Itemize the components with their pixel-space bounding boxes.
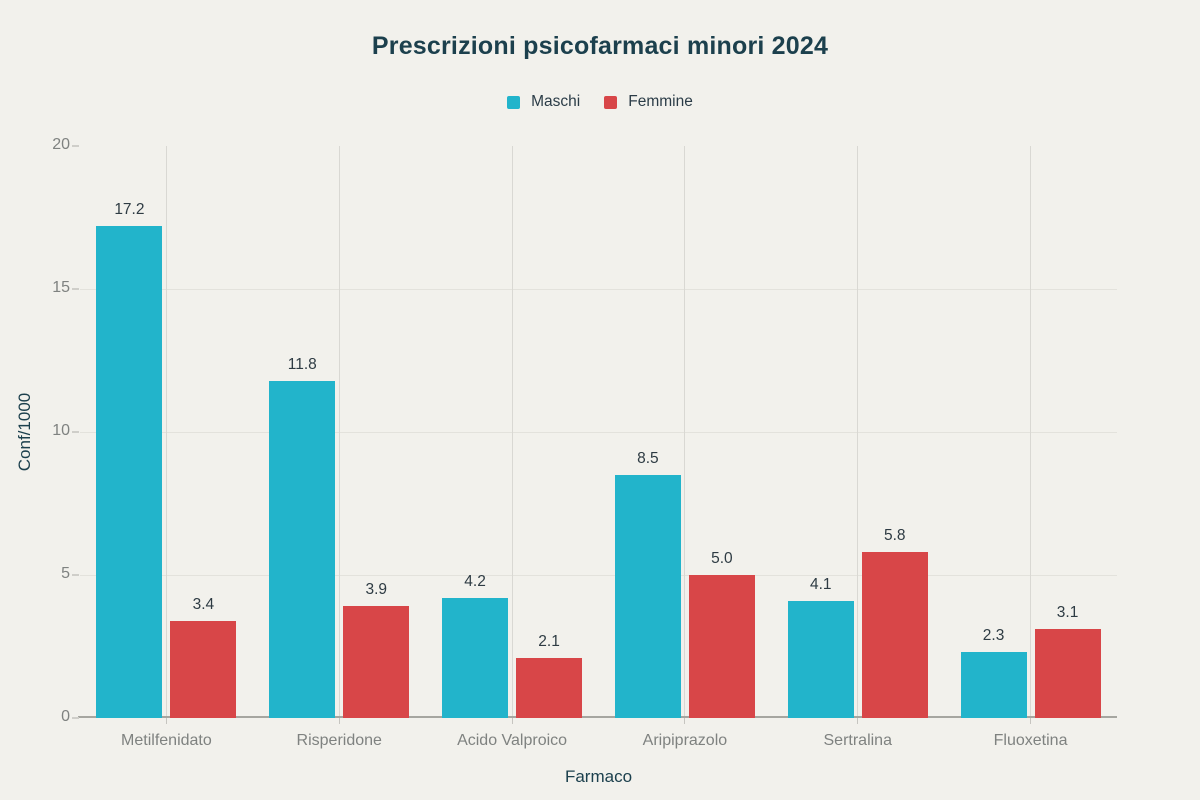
x-tick-label: Fluoxetina xyxy=(993,732,1068,749)
x-tick-0 xyxy=(165,718,167,724)
bar-maschi-5[interactable] xyxy=(960,652,1027,718)
x-gridline-2 xyxy=(511,146,513,718)
x-tick-label: Acido Valproico xyxy=(457,732,568,749)
bar-femmine-1[interactable] xyxy=(343,606,410,718)
legend-swatch-maschi xyxy=(507,95,521,109)
plot-area: Metilfenidato Risperidone Acido Valproico A… xyxy=(78,146,1117,749)
bar-value-label: 4.1 xyxy=(809,575,832,593)
y-tick-label: 15 xyxy=(52,279,70,296)
x-gridline-3 xyxy=(684,146,686,718)
x-tick-label: Risperidone xyxy=(296,732,382,749)
y-gridline-15 xyxy=(80,288,1117,290)
bar-femmine-2[interactable] xyxy=(516,657,583,718)
x-axis-title: Farmaco xyxy=(564,767,633,786)
bar-value-label: 3.1 xyxy=(1056,604,1079,622)
x-gridline-5 xyxy=(1030,146,1032,718)
bar-value-label: 17.2 xyxy=(114,201,145,219)
legend-item-maschi[interactable]: Maschi xyxy=(507,93,580,111)
legend-label-femmine: Femmine xyxy=(628,93,693,110)
bar-value-label: 3.9 xyxy=(365,581,388,599)
x-gridline-1 xyxy=(338,146,340,718)
bar-value-label: 2.1 xyxy=(538,632,560,650)
bar-maschi-0[interactable] xyxy=(96,226,163,718)
bar-value-label: 11.8 xyxy=(287,355,317,373)
y-tick-label: 20 xyxy=(52,136,70,153)
x-tick-label: Aripiprazolo xyxy=(642,732,728,749)
bar-maschi-3[interactable] xyxy=(614,474,681,718)
bar-value-label: 5.8 xyxy=(883,527,906,545)
bar-value-label: 8.5 xyxy=(637,449,659,467)
chart-title: Prescrizioni psicofarmaci minori 2024 xyxy=(371,32,829,60)
bar-femmine-5[interactable] xyxy=(1034,629,1101,718)
x-tick-4 xyxy=(857,718,859,724)
legend-label-maschi: Maschi xyxy=(531,93,581,110)
bar-value-label: 2.3 xyxy=(982,627,1005,645)
legend: Maschi Femmine xyxy=(0,93,1200,111)
y-gridline-10 xyxy=(80,431,1117,433)
x-gridline-4 xyxy=(857,146,859,718)
x-gridline-0 xyxy=(165,146,167,718)
y-tick-15 xyxy=(72,288,79,290)
x-tick-5 xyxy=(1030,718,1032,724)
bar-femmine-3[interactable] xyxy=(688,575,755,718)
y-gridline-5 xyxy=(80,574,1117,576)
legend-swatch-femmine xyxy=(604,95,618,109)
x-tick-label: Metilfenidato xyxy=(121,732,212,749)
bar-maschi-4[interactable] xyxy=(787,600,854,718)
x-tick-label: Sertralina xyxy=(823,732,892,749)
legend-item-femmine[interactable]: Femmine xyxy=(604,93,693,111)
y-tick-0 xyxy=(72,717,79,719)
bar-value-label: 3.4 xyxy=(192,595,215,613)
bar-maschi-1[interactable] xyxy=(269,380,336,718)
bar-femmine-0[interactable] xyxy=(170,620,237,718)
y-tick-10 xyxy=(72,431,79,433)
bar-femmine-4[interactable] xyxy=(861,552,928,718)
x-axis-line xyxy=(78,716,1117,718)
y-tick-label: 5 xyxy=(61,565,70,582)
bar-value-label: 4.2 xyxy=(464,572,486,590)
y-tick-label: 0 xyxy=(61,708,70,725)
bar-value-label: 5.0 xyxy=(711,550,733,567)
y-tick-5 xyxy=(72,574,79,576)
x-tick-1 xyxy=(338,718,340,724)
bar-maschi-2[interactable] xyxy=(442,597,509,718)
x-tick-3 xyxy=(684,718,686,724)
x-tick-2 xyxy=(511,718,513,724)
y-tick-label: 10 xyxy=(52,422,70,439)
y-tick-20 xyxy=(72,145,79,147)
